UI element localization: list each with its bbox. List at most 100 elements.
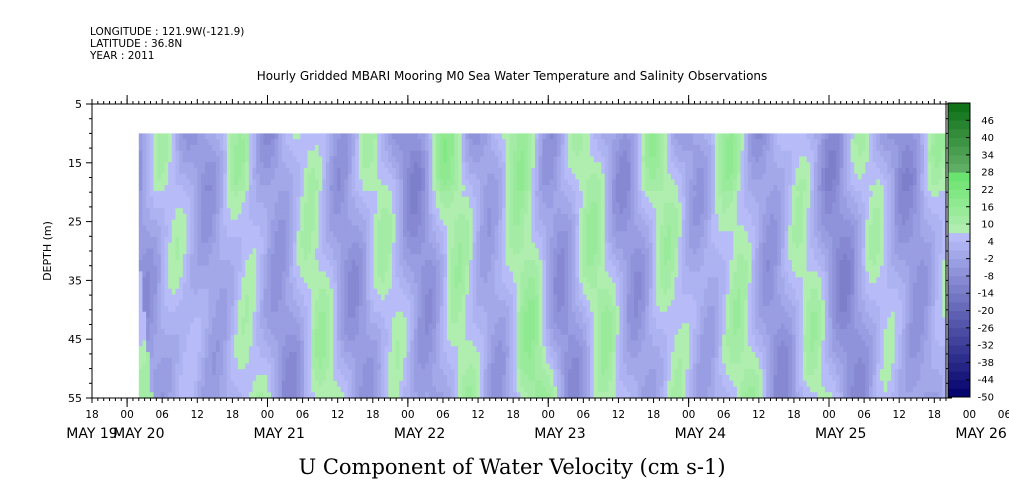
heat-cell <box>531 173 536 181</box>
heat-cell <box>149 179 155 186</box>
heat-cell <box>311 265 316 273</box>
heat-cell <box>502 392 507 399</box>
heat-cell <box>281 173 287 181</box>
heat-cell <box>472 185 477 192</box>
heat-cell <box>300 328 305 336</box>
heat-cell <box>234 202 239 209</box>
heat-cell <box>182 265 188 273</box>
heat-cell <box>182 248 188 255</box>
heat-cell <box>259 392 265 399</box>
heat-cell <box>428 392 433 399</box>
heat-cell <box>259 294 265 301</box>
heat-cell <box>395 167 400 175</box>
heat-cell <box>502 380 507 388</box>
heat-cell <box>201 231 206 238</box>
heat-cell <box>252 236 257 244</box>
heat-cell <box>410 254 415 261</box>
heat-cell <box>252 328 257 336</box>
heat-cell <box>373 179 378 186</box>
heat-cell <box>322 139 327 146</box>
heat-cell <box>351 277 356 284</box>
heat-cell <box>274 179 279 186</box>
heat-cell <box>237 133 243 140</box>
heat-cell <box>469 311 474 319</box>
heat-cell <box>391 248 397 255</box>
heat-cell <box>259 133 265 140</box>
heat-cell <box>248 150 254 158</box>
heat-cell <box>318 225 323 232</box>
heat-cell <box>447 254 452 261</box>
heat-cell <box>524 144 529 152</box>
heat-cell <box>153 305 158 313</box>
heat-cell <box>164 144 169 152</box>
heat-cell <box>402 225 408 232</box>
heat-cell <box>347 380 353 388</box>
heat-cell <box>388 300 393 307</box>
heat-cell <box>193 231 199 238</box>
heat-cell <box>494 231 499 238</box>
heat-cell <box>531 225 536 232</box>
heat-cell <box>226 144 232 152</box>
heat-cell <box>417 133 422 140</box>
heat-cell <box>469 213 474 221</box>
heat-cell <box>362 357 367 365</box>
heat-cell <box>168 386 173 393</box>
heat-cell <box>193 380 199 388</box>
heat-cell <box>146 265 151 273</box>
heat-cell <box>487 162 492 169</box>
heat-cell <box>450 363 455 370</box>
heat-cell <box>171 156 177 163</box>
heat-cell <box>439 311 444 319</box>
heat-cell <box>524 334 529 342</box>
heat-cell <box>520 328 525 336</box>
heat-cell <box>428 259 433 267</box>
heat-cell <box>520 196 525 204</box>
heat-cell <box>248 248 254 255</box>
heat-cell <box>160 380 166 388</box>
heat-cell <box>212 225 217 232</box>
heat-cell <box>256 150 261 158</box>
heat-cell <box>219 185 224 192</box>
heat-cell <box>358 277 364 284</box>
heat-cell <box>432 196 437 204</box>
heat-cell <box>157 357 162 365</box>
heat-cell <box>469 196 474 204</box>
heat-cell <box>494 294 499 301</box>
heat-cell <box>223 334 228 342</box>
heat-cell <box>307 208 312 215</box>
heat-cell <box>212 357 217 365</box>
heat-cell <box>395 357 400 365</box>
heat-cell <box>197 311 202 319</box>
heat-cell <box>410 282 415 290</box>
heat-cell <box>369 380 375 388</box>
heat-cell <box>325 346 331 353</box>
heat-cell <box>513 254 518 261</box>
heat-cell <box>358 265 364 273</box>
heat-cell <box>296 156 301 163</box>
heat-cell <box>193 254 199 261</box>
heat-cell <box>524 219 529 227</box>
heat-cell <box>274 271 279 278</box>
heat-cell <box>520 305 525 313</box>
heat-cell <box>491 340 496 347</box>
heat-cell <box>483 328 488 336</box>
heat-cell <box>274 133 279 140</box>
heat-cell <box>362 167 367 175</box>
heat-cell <box>190 317 195 324</box>
heat-cell <box>289 248 294 255</box>
heat-cell <box>384 133 389 140</box>
heat-cell <box>168 225 173 232</box>
heat-cell <box>439 208 444 215</box>
heat-cell <box>421 231 426 238</box>
heat-cell <box>212 328 217 336</box>
heat-cell <box>424 225 430 232</box>
heat-cell <box>281 254 287 261</box>
heat-cell <box>340 323 345 330</box>
heat-cell <box>424 328 430 336</box>
heat-cell <box>406 363 411 370</box>
heat-cell <box>296 133 301 140</box>
heat-cell <box>160 334 166 342</box>
heat-cell <box>157 392 162 399</box>
heat-cell <box>311 259 316 267</box>
heat-cell <box>278 323 283 330</box>
